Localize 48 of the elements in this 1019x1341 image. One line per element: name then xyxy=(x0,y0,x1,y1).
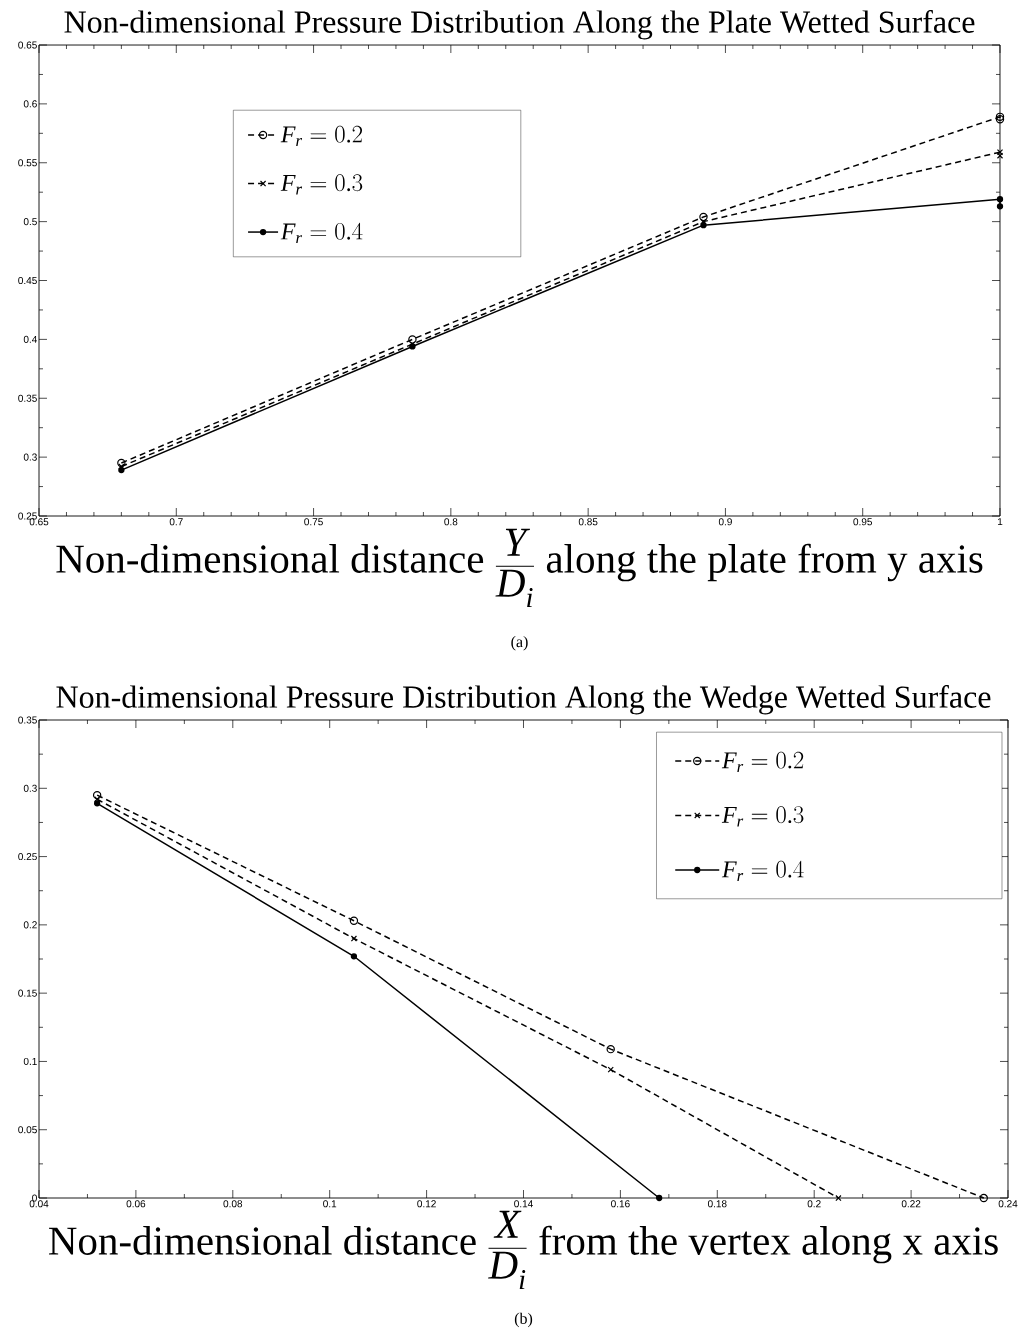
x-tick-label: 0.16 xyxy=(611,1200,630,1208)
x-tick-label: 0.06 xyxy=(126,1200,146,1208)
legend-label: $F_r = 0.3$ xyxy=(280,174,363,195)
y-tick-label: 0.25 xyxy=(18,512,37,520)
y-tick-label: 0.55 xyxy=(18,159,37,167)
y-tick-label: 0.65 xyxy=(18,41,37,49)
text: (b) xyxy=(514,1312,533,1328)
x-tick-label: 0.18 xyxy=(707,1200,727,1208)
y-tick-label: 0.05 xyxy=(18,1126,37,1134)
x-tick-label: 0.04 xyxy=(29,1200,49,1208)
x-tick-label: 0.1 xyxy=(323,1200,337,1208)
legend-label: $F_r = 0.4$ xyxy=(280,222,363,244)
x-tick-label: 1 xyxy=(997,518,1003,526)
x-tick-label: 0.08 xyxy=(223,1200,243,1208)
x-axis-title: $\text{Non-dimensional distance }\frac{Y}{D_i}\text{ along the plate from y axis}$ xyxy=(56,528,983,608)
y-tick-label: 0 xyxy=(32,1194,37,1202)
y-tick-label: 0.3 xyxy=(23,784,37,792)
x-tick-label: 0.9 xyxy=(718,518,732,526)
legend-label: $F_r = 0.3$ xyxy=(721,806,804,827)
x-tick-label: 0.7 xyxy=(169,518,183,526)
legend-label: $F_r = 0.4$ xyxy=(721,860,804,881)
x-axis-title: $\text{Non-dimensional distance }\frac{X}{D_i}\text{ from the vertex along x axis}$ xyxy=(49,1210,998,1290)
y-tick-label: 0.35 xyxy=(18,394,37,402)
legend-label: $F_r = 0.2$ xyxy=(280,125,363,146)
y-tick-label: 0.15 xyxy=(18,989,37,997)
y-tick-label: 0.25 xyxy=(18,853,37,861)
x-tick-label: 0.2 xyxy=(807,1200,821,1208)
x-tick-label: 0.95 xyxy=(853,518,873,526)
legend-label: $F_r = 0.2$ xyxy=(721,751,804,772)
x-tick-label: 0.85 xyxy=(578,518,598,526)
y-tick-label: 0.45 xyxy=(18,276,37,285)
y-tick-label: 0.1 xyxy=(23,1057,37,1065)
x-tick-label: 0.8 xyxy=(444,518,458,526)
chart-title: Non-dimensional Pressure Distribution Along the Wedge Wetted Surface xyxy=(56,685,991,715)
text: (a) xyxy=(511,635,528,651)
x-tick-label: 0.14 xyxy=(514,1200,533,1208)
y-tick-label: 0.3 xyxy=(23,453,37,461)
x-tick-label: 0.22 xyxy=(901,1200,921,1208)
y-tick-label: 0.6 xyxy=(23,100,37,108)
x-tick-label: 0.12 xyxy=(417,1200,436,1208)
x-tick-label: 0.24 xyxy=(998,1200,1018,1208)
x-tick-label: 0.75 xyxy=(304,518,323,526)
y-tick-label: 0.2 xyxy=(23,921,37,929)
y-tick-label: 0.35 xyxy=(18,716,37,724)
y-tick-label: 0.5 xyxy=(23,218,37,226)
chart-title: Non-dimensional Pressure Distribution Along the Plate Wetted Surface xyxy=(64,10,975,40)
y-tick-label: 0.4 xyxy=(23,335,38,343)
x-tick-label: 0.65 xyxy=(29,518,49,526)
